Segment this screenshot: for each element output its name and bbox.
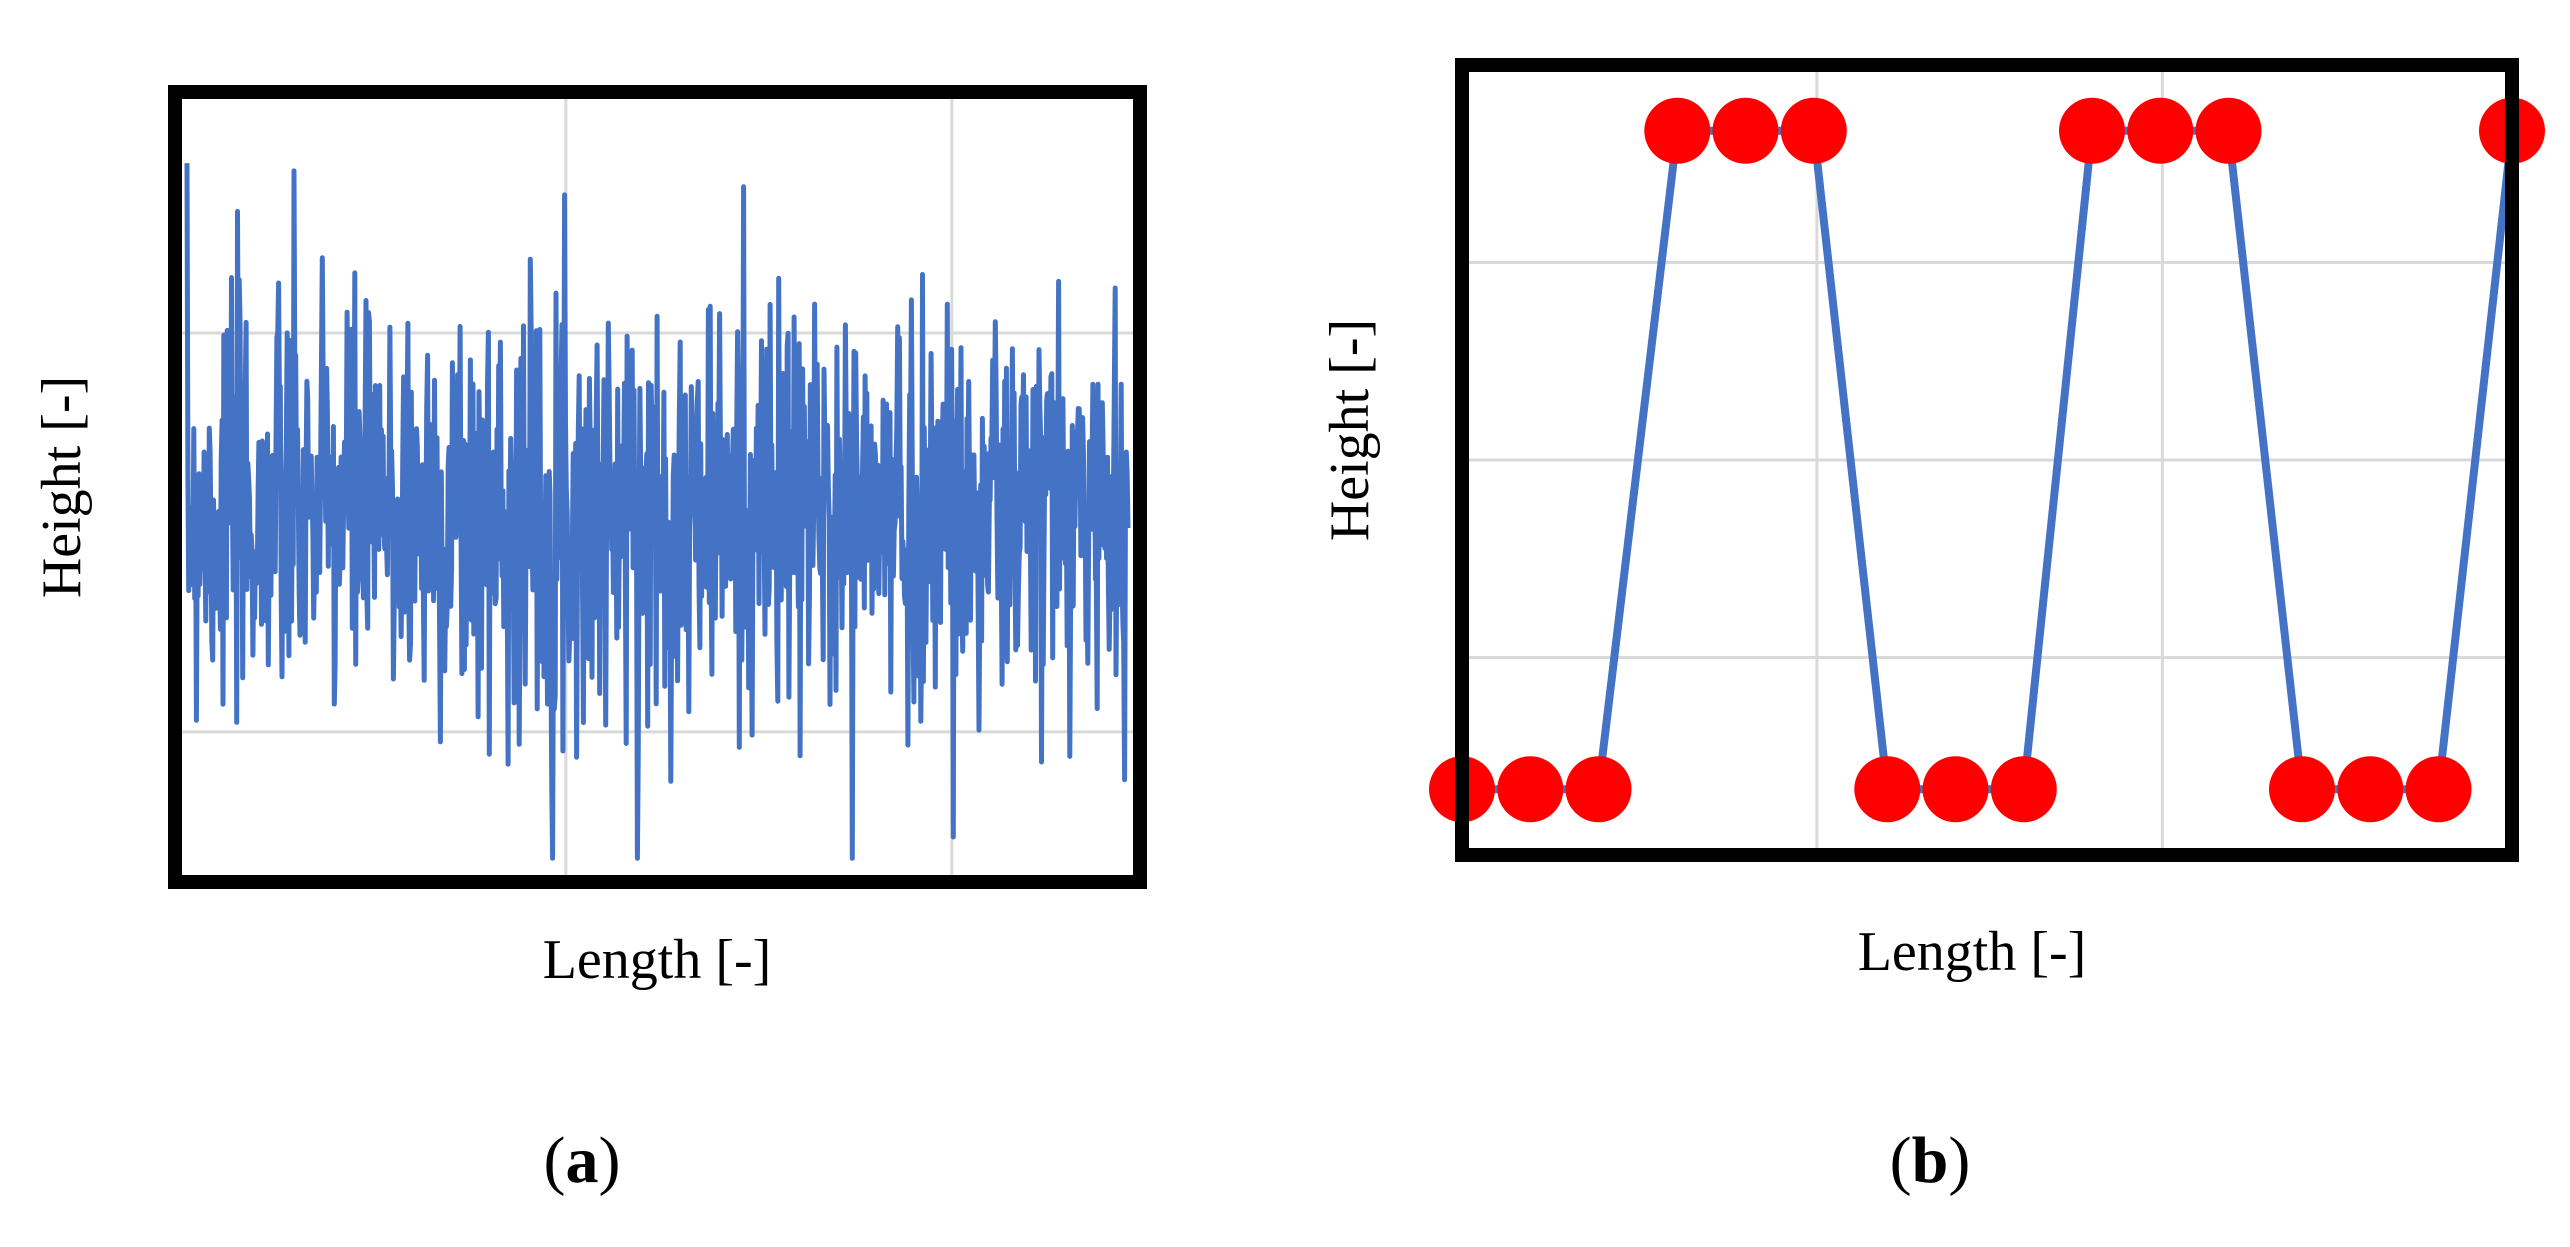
panel-b-data-point [1922,756,1989,823]
panel-b-label-letter: b [1912,1124,1949,1197]
panel-b-data-point [2405,756,2472,823]
panel-b-data-point [1854,756,1921,823]
panel-b-data-point [1497,756,1564,823]
panel-b-data-point [1644,97,1711,164]
panel-a-label-letter: a [566,1124,599,1197]
panel-b-series-line [1462,126,2516,794]
panel-b-label: (b) [1890,1124,1971,1197]
panel-b-data-point [2337,756,2404,823]
panel-a: Length [-] Height [-] (a) [31,85,1147,1197]
panel-a-plot-frame [168,85,1147,889]
panel-a-label-open: ( [544,1124,566,1197]
panel-b-markers [1429,97,2545,823]
panel-b-data-point [2195,97,2262,164]
panel-b-x-axis-label: Length [-] [1858,921,2087,983]
panel-b-data-point [1565,756,1632,823]
panel-b-plot-frame [1455,58,2519,862]
panel-a-series-line [184,163,1131,861]
panel-b-label-open: ( [1890,1124,1912,1197]
panel-b-label-close: ) [1948,1124,1970,1197]
panel-a-label-close: ) [599,1124,621,1197]
panel-b-data-point [2059,97,2125,164]
panel-b-data-point [1780,97,1847,164]
panel-b-data-point [1712,97,1779,164]
panel-b-y-axis-label: Height [-] [1319,319,1381,541]
panel-b-data-point [2127,97,2194,164]
panel-a-label: (a) [544,1124,621,1197]
panel-a-y-axis-label: Height [-] [31,376,93,598]
panel-b-data-point [2269,756,2335,823]
panel-b-data-point [1990,756,2057,823]
panel-a-x-axis-label: Length [-] [543,929,772,991]
panel-b: Length [-] Height [-] (b) [1319,58,2545,1197]
